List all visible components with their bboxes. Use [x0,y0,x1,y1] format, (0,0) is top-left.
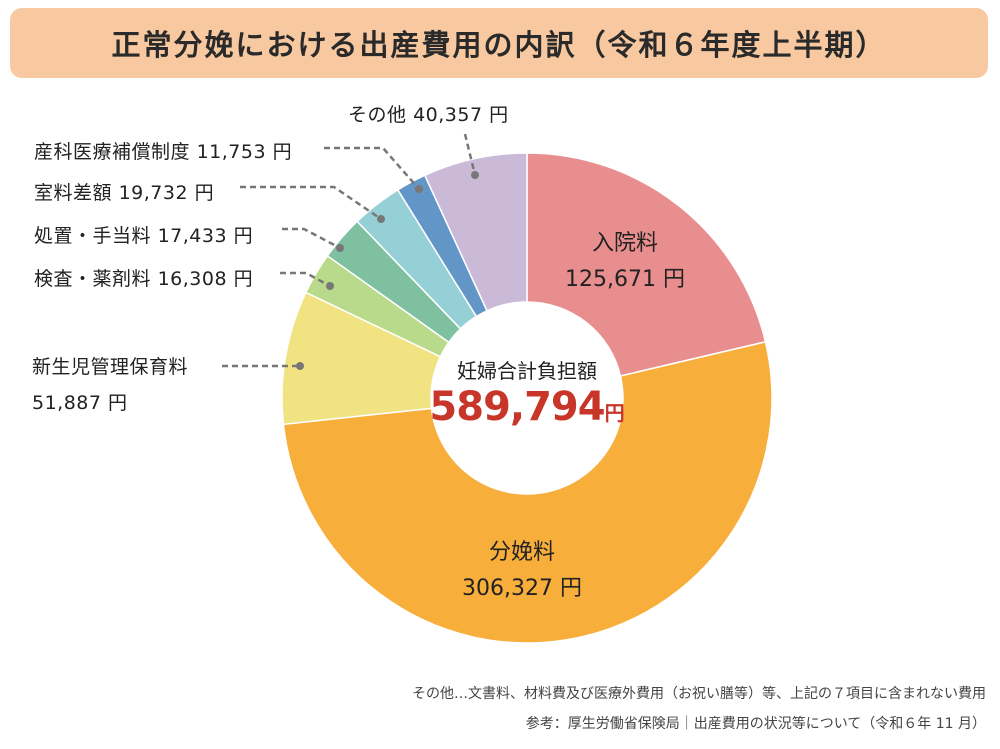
slice-name: 室料差額 [34,182,113,204]
slice-name: 分娩料 [488,540,555,565]
label-shochi: 処置・手当料 17,433 円 [34,221,253,248]
leader-line-3 [240,185,382,221]
slice-value: 16,308 円 [157,268,254,290]
label-shinseiji: 新生児管理保育料 [32,352,188,379]
leader-dot-5 [471,171,479,179]
slice-value: 11,753 円 [196,141,293,163]
slice-1 [282,340,773,644]
title-bar: 正常分娩における出産費用の内訳（令和６年度上半期） [10,8,988,78]
slice-value: 19,732 円 [118,182,215,204]
slice-name: 入院料 [591,231,658,256]
footnote-other: その他…文書料、材料費及び医療外費用（お祝い膳等）等、上記の７項目に含まれない費… [412,686,986,702]
slice-value: 40,357 円 [413,104,509,126]
slice-0 [526,152,767,377]
label-sonota: その他 40,357 円 [348,100,509,127]
slice-value: 17,433 円 [157,225,254,247]
slice-value: 306,327 円 [462,576,582,601]
label-sanka: 産科医療補償制度 11,753 円 [34,137,292,164]
center-value: 589,794 [429,384,605,430]
label-kensa: 検査・薬剤料 16,308 円 [34,264,253,291]
slice-label-bunben: 分娩料 306,327 円 [462,535,582,607]
leader-dot-3 [377,215,385,223]
leader-dot-4 [415,185,423,193]
slice-name: 検査・薬剤料 [34,268,152,290]
leader-dot-2 [336,244,344,252]
leader-dot-1 [326,282,334,290]
slice-value: 125,671 円 [565,267,685,292]
center-unit: 円 [604,401,625,425]
center-label: 妊婦合計負担額 [457,359,597,383]
slice-name: 産科医療補償制度 [34,141,191,163]
slice-name: 処置・手当料 [34,225,152,247]
slice-name: その他 [348,104,407,126]
center-total: 妊婦合計負担額 589,794円 [427,355,627,430]
leader-dot-0 [296,362,304,370]
label-shitsuryo: 室料差額 19,732 円 [34,178,214,205]
label-shinseiji-value: 51,887 円 [32,392,128,414]
leader-line-4 [324,146,420,190]
slice-name: 新生児管理保育料 [32,356,189,378]
leader-line-1 [280,271,331,288]
slice-label-nyuin: 入院料 125,671 円 [565,226,685,298]
footnote-source: 参考：厚生労働省保険局｜出産費用の状況等について（令和６年 11 月） [525,716,986,732]
leader-line-2 [282,227,341,250]
slice-7 [423,152,528,312]
chart-title: 正常分娩における出産費用の内訳（令和６年度上半期） [111,28,887,62]
leader-line-5 [463,133,477,176]
